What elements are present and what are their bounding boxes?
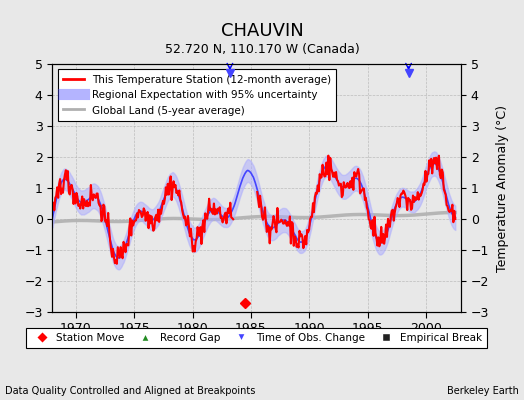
Legend: Station Move, Record Gap, Time of Obs. Change, Empirical Break: Station Move, Record Gap, Time of Obs. C… <box>26 328 487 348</box>
Text: Data Quality Controlled and Aligned at Breakpoints: Data Quality Controlled and Aligned at B… <box>5 386 256 396</box>
Text: 52.720 N, 110.170 W (Canada): 52.720 N, 110.170 W (Canada) <box>165 43 359 56</box>
Text: CHAUVIN: CHAUVIN <box>221 22 303 40</box>
Text: Berkeley Earth: Berkeley Earth <box>447 386 519 396</box>
Legend: This Temperature Station (12-month average), Regional Expectation with 95% uncer: This Temperature Station (12-month avera… <box>58 69 336 121</box>
Y-axis label: Temperature Anomaly (°C): Temperature Anomaly (°C) <box>496 104 509 272</box>
